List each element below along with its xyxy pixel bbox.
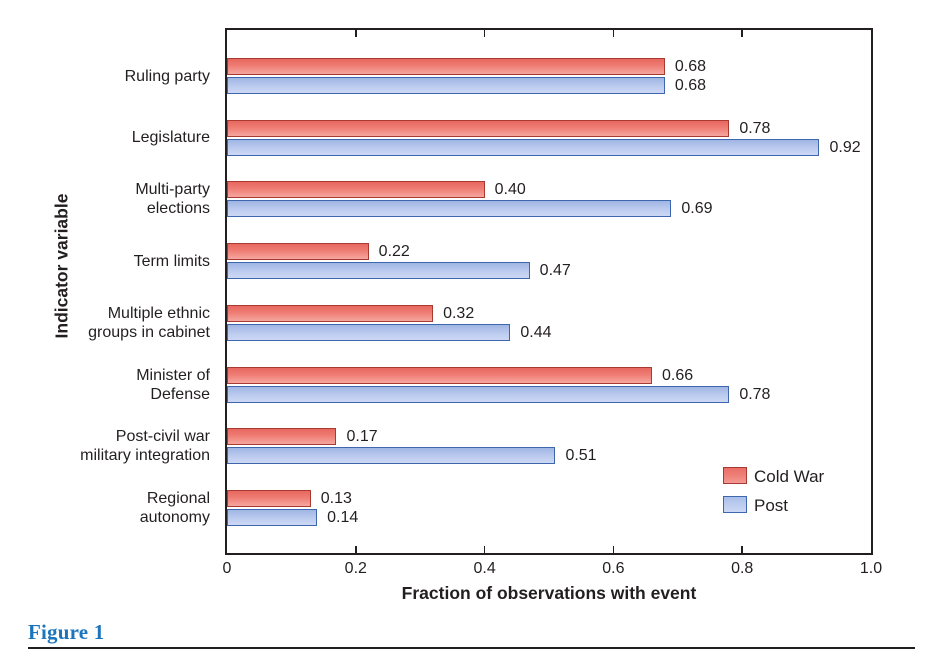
bar-cold-war-1 bbox=[227, 119, 730, 137]
bar-value-label: 0.17 bbox=[346, 428, 378, 446]
bar-value-label: 0.69 bbox=[681, 200, 713, 218]
axis-tick bbox=[483, 546, 486, 553]
figure-caption: Figure 1 bbox=[28, 620, 105, 644]
bar-cold-war-4 bbox=[227, 304, 434, 322]
x-tick-label-1.0: 1.0 bbox=[859, 560, 883, 577]
bar-cold-war-0 bbox=[227, 58, 665, 75]
bar-value-label: 0.47 bbox=[539, 262, 571, 280]
axis-tick bbox=[612, 546, 615, 553]
category-axis-labels: Ruling party Legislature Multi-party electi… bbox=[0, 0, 218, 555]
bar-post-0 bbox=[227, 77, 665, 94]
bar-cold-war-3 bbox=[227, 243, 369, 261]
legend-swatch-post bbox=[723, 496, 747, 513]
bar-value-label: 0.32 bbox=[443, 304, 475, 322]
axis-tick bbox=[483, 30, 486, 37]
legend-swatch-cold-war bbox=[723, 467, 747, 484]
category-label-2: Multi-party elections bbox=[135, 181, 210, 218]
caption-rule bbox=[28, 647, 915, 649]
bar-value-label: 0.51 bbox=[565, 447, 597, 465]
bar-value-label: 0.13 bbox=[320, 489, 352, 507]
category-label-4: Multiple ethnic groups in cabinet bbox=[88, 304, 210, 341]
bar-value-label: 0.78 bbox=[739, 385, 771, 403]
axis-tick bbox=[355, 30, 357, 37]
x-axis-title: Fraction of observations with event bbox=[401, 583, 697, 603]
bar-value-label: 0.68 bbox=[674, 77, 707, 94]
axis-tick bbox=[612, 30, 615, 37]
bar-value-label: 0.22 bbox=[378, 243, 410, 261]
legend-label-post: Post bbox=[754, 496, 789, 515]
bar-value-label: 0.68 bbox=[674, 58, 707, 75]
bar-cold-war-2 bbox=[227, 181, 485, 199]
x-tick-label-0.8: 0.8 bbox=[731, 560, 754, 577]
category-label-5: Minister of Defense bbox=[136, 366, 210, 403]
bar-value-label: 0.44 bbox=[520, 323, 552, 341]
axis-tick bbox=[741, 546, 743, 553]
bar-value-label: 0.66 bbox=[662, 366, 694, 384]
bar-value-label: 0.92 bbox=[829, 138, 861, 156]
category-label-1: Legislature bbox=[131, 129, 210, 147]
bar-post-6 bbox=[227, 447, 556, 465]
bar-post-7 bbox=[227, 508, 318, 526]
bar-value-label: 0.14 bbox=[327, 508, 359, 526]
x-tick-label-0.4: 0.4 bbox=[473, 560, 496, 577]
category-label-0: Ruling party bbox=[124, 67, 210, 85]
x-tick-label-0.6: 0.6 bbox=[602, 560, 625, 577]
bar-post-3 bbox=[227, 262, 530, 280]
bar-value-label: 0.78 bbox=[739, 119, 771, 137]
bar-cold-war-5 bbox=[227, 366, 653, 384]
bar-post-2 bbox=[227, 200, 672, 218]
bar-cold-war-6 bbox=[227, 428, 337, 446]
bar-cold-war-7 bbox=[227, 489, 311, 507]
plot-area: 0.68 0.78 0.40 0.22 0.32 0.66 0.17 0.13 0.68 0.92… bbox=[225, 28, 873, 555]
axis-tick bbox=[741, 30, 743, 37]
x-tick-label-0: 0 bbox=[222, 560, 232, 577]
x-tick-label-0.2: 0.2 bbox=[344, 560, 367, 577]
legend-label-cold-war: Cold War bbox=[754, 467, 825, 486]
axis-tick bbox=[355, 546, 357, 553]
category-label-3: Term limits bbox=[133, 252, 210, 270]
bar-post-4 bbox=[227, 323, 511, 341]
bar-post-1 bbox=[227, 138, 820, 156]
category-label-6: Post-civil war military integration bbox=[80, 428, 210, 465]
bar-post-5 bbox=[227, 385, 730, 403]
bar-value-label: 0.40 bbox=[494, 181, 526, 199]
category-label-7: Regional autonomy bbox=[139, 489, 210, 526]
